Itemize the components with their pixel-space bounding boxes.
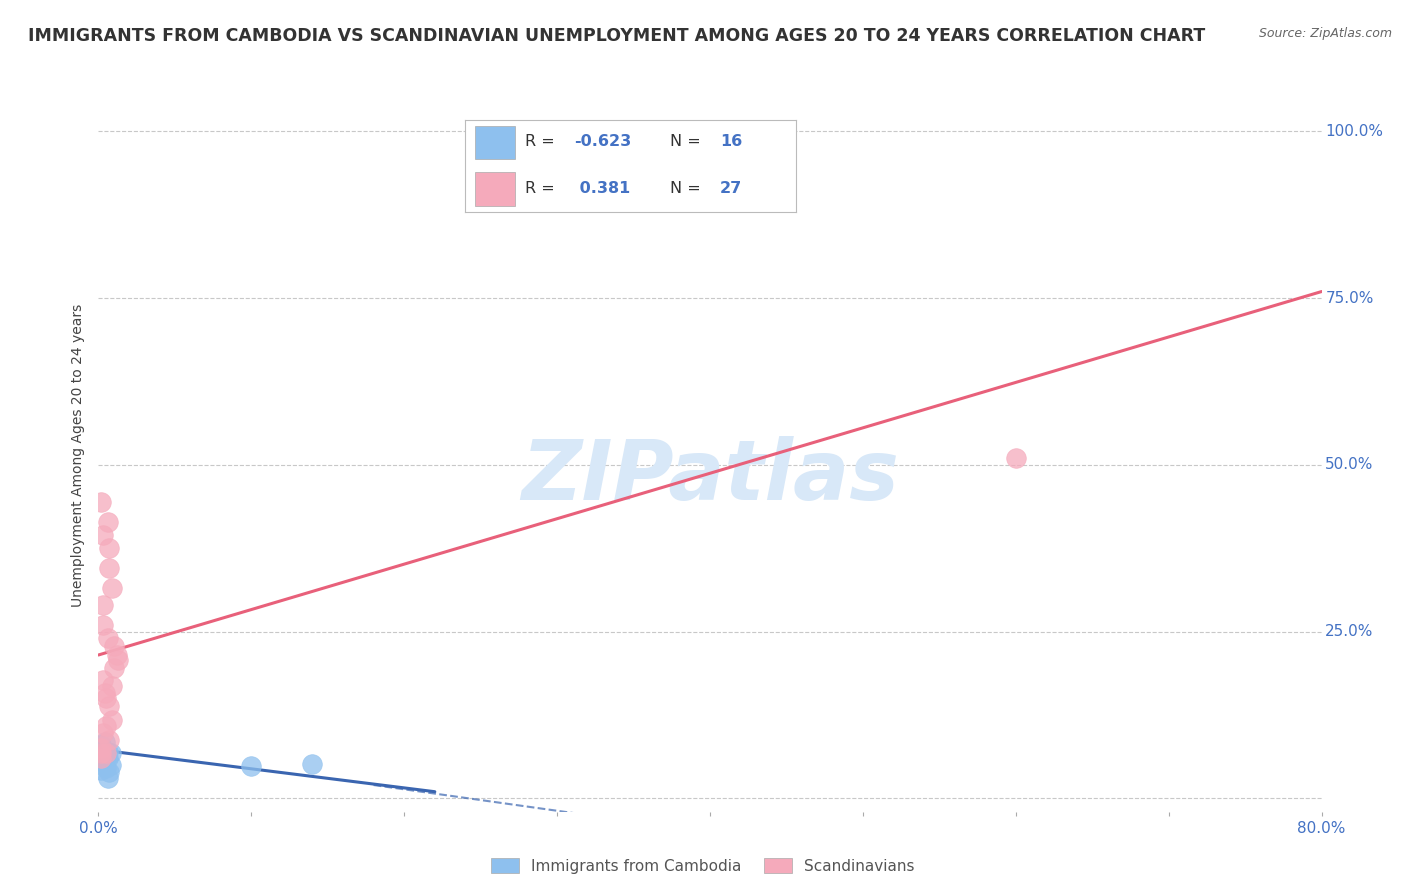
Point: [103, 661, 125, 675]
Point: [94, 761, 117, 775]
Point: [90, 751, 112, 765]
Point: [98, 732, 121, 747]
Text: IMMIGRANTS FROM CAMBODIA VS SCANDINAVIAN UNEMPLOYMENT AMONG AGES 20 TO 24 YEARS : IMMIGRANTS FROM CAMBODIA VS SCANDINAVIAN…: [28, 27, 1205, 45]
Point: [91, 528, 114, 542]
Y-axis label: Unemployment Among Ages 20 to 24 years: Unemployment Among Ages 20 to 24 years: [72, 303, 86, 607]
Point: [93, 734, 115, 748]
Text: 50.0%: 50.0%: [1326, 458, 1374, 473]
Point: [1004, 451, 1026, 466]
Point: [98, 541, 121, 556]
Point: [90, 751, 112, 765]
Text: 100.0%: 100.0%: [1326, 124, 1384, 139]
Point: [97, 515, 120, 529]
Point: [98, 561, 121, 575]
Point: [103, 640, 125, 654]
Point: [90, 738, 112, 752]
Point: [105, 648, 128, 662]
Text: Source: ZipAtlas.com: Source: ZipAtlas.com: [1258, 27, 1392, 40]
Point: [91, 746, 114, 760]
Point: [101, 679, 124, 693]
Point: [91, 673, 114, 687]
Point: [91, 755, 114, 769]
Point: [98, 699, 121, 714]
Point: [100, 746, 122, 760]
Point: [98, 764, 121, 779]
Text: 75.0%: 75.0%: [1326, 291, 1374, 306]
Point: [90, 746, 112, 760]
Point: [101, 713, 124, 727]
Point: [97, 751, 120, 765]
Point: [107, 653, 129, 667]
Legend: Immigrants from Cambodia, Scandinavians: Immigrants from Cambodia, Scandinavians: [485, 852, 921, 880]
Point: [97, 632, 120, 646]
Point: [94, 691, 117, 706]
Point: [94, 746, 117, 760]
Point: [91, 598, 114, 612]
Point: [301, 756, 323, 771]
Text: 25.0%: 25.0%: [1326, 624, 1374, 640]
Point: [93, 686, 115, 700]
Point: [97, 772, 120, 786]
Point: [94, 719, 117, 733]
Point: [91, 618, 114, 632]
Point: [90, 764, 112, 778]
Point: [101, 582, 124, 596]
Point: [90, 741, 112, 756]
Point: [97, 745, 120, 759]
Point: [91, 726, 114, 740]
Point: [90, 494, 112, 508]
Point: [240, 759, 263, 773]
Point: [100, 758, 122, 772]
Point: [93, 747, 115, 762]
Text: ZIPatlas: ZIPatlas: [522, 436, 898, 516]
